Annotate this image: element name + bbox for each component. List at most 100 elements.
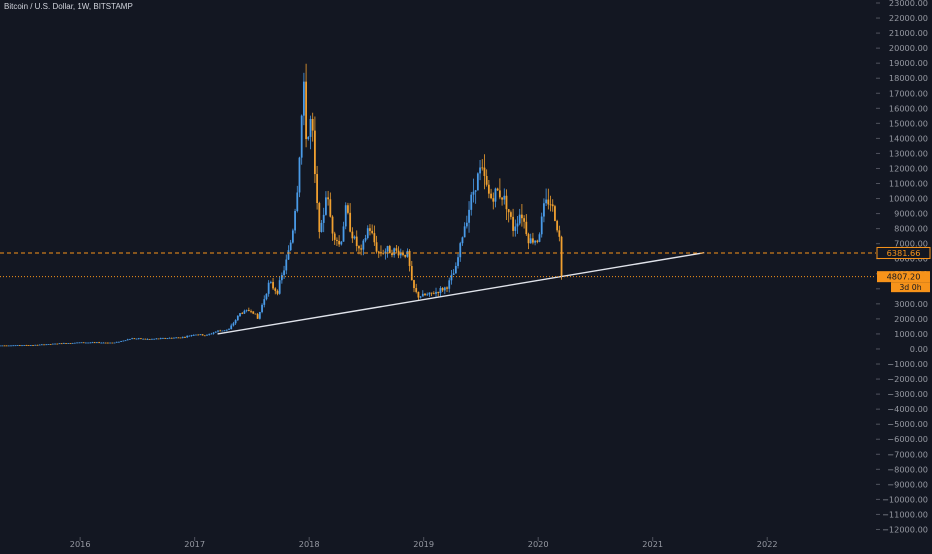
candle-body [353,236,356,239]
candle-body [386,246,389,252]
chart-title: Bitcoin / U.S. Dollar, 1W, BITSTAMP [4,2,133,11]
candle-body [258,312,261,319]
candle-body [344,205,347,227]
candle-body [413,280,415,289]
candle-body [49,344,52,345]
candle-body [536,240,539,242]
candle-body [492,198,495,202]
candle-body [69,343,72,344]
current-price-tag-box [876,246,931,259]
candle-body [113,342,116,344]
countdown-tag-box [891,282,930,293]
y-tick-label: 0.00 [910,344,928,354]
candle-body [333,233,336,240]
candle-body [551,204,554,207]
candle-body [84,342,87,344]
y-tick-label: −2000.00 [887,374,928,384]
candle-body [107,342,109,344]
candle-body [29,345,32,346]
candle-body [40,344,43,346]
candle-body [336,239,338,241]
candle-body [395,248,398,251]
candle-body [512,216,514,231]
candle-body [448,280,451,289]
candle-body [43,344,45,346]
candle-body [155,338,158,340]
candle-body [437,291,440,294]
y-tick-label: −1000.00 [887,359,928,369]
candle-body [347,205,349,213]
candle-body [93,342,96,344]
candle-body [329,199,332,217]
candle-body [441,288,444,291]
candle-body [181,337,184,338]
x-tick-label: 2022 [757,539,778,549]
candle-body [100,342,103,344]
candle-body [124,340,127,342]
candle-body [263,299,266,305]
candle-body [351,231,354,239]
y-tick-label: 8000.00 [894,224,928,234]
candle-body [439,288,442,294]
candle-body [393,248,396,256]
candle-body [195,334,197,336]
candle-body [417,291,420,298]
candle-body [463,226,466,238]
candle-body [122,340,125,342]
level-price-tag-box [877,271,930,283]
x-tick-label: 2016 [70,539,91,549]
candle-body [247,310,250,312]
y-tick-label: 7000.00 [894,239,928,249]
candle-body [470,194,473,210]
candle-body [349,212,352,232]
candle-body [234,320,237,324]
candle-body [408,250,411,267]
candle-body [430,292,433,294]
candle-body [274,288,277,291]
candle-body [373,233,376,243]
y-tick-label: 13000.00 [889,148,928,158]
x-axis[interactable]: 2016 2017 2018 2019 2020 2021 2022 [70,537,778,549]
candle-body [250,311,252,312]
y-axis[interactable]: 23000.00 22000.00 21000.00 20000.00 19000.00… [876,0,928,534]
candle-body [316,174,319,203]
candle-body [516,223,519,227]
candle-body [527,234,530,244]
candle-body [529,238,532,244]
candle-body [126,339,129,341]
trendline[interactable] [217,252,705,335]
candle-body [239,313,241,317]
candle-body [27,345,30,347]
candle-body [203,335,206,337]
candle-body [280,275,283,281]
x-tick-label: 2019 [413,539,434,549]
candle-body [362,240,365,250]
candle-body [192,334,195,336]
candle-body [481,167,484,169]
candle-body [331,216,334,234]
candle-body [256,314,259,319]
candle-body [212,332,215,334]
candle-body [320,222,323,232]
candle-body [283,270,285,276]
candle-body [457,257,459,266]
candle-body [51,343,54,345]
candle-body [435,291,437,294]
candle-body [65,343,67,344]
candle-body [342,226,345,242]
candle-body [243,310,246,314]
y-tick-label: 17000.00 [889,88,928,98]
y-tick-label: −3000.00 [887,389,928,399]
candle-body [1,345,4,347]
candle-body [159,338,162,339]
candle-body [391,253,393,256]
candle-body [507,209,510,213]
candle-body [18,345,21,346]
candle-body [241,313,244,314]
candle-body [509,212,512,217]
candle-body [543,203,545,217]
candle-body [300,115,303,158]
candle-body [206,334,208,336]
